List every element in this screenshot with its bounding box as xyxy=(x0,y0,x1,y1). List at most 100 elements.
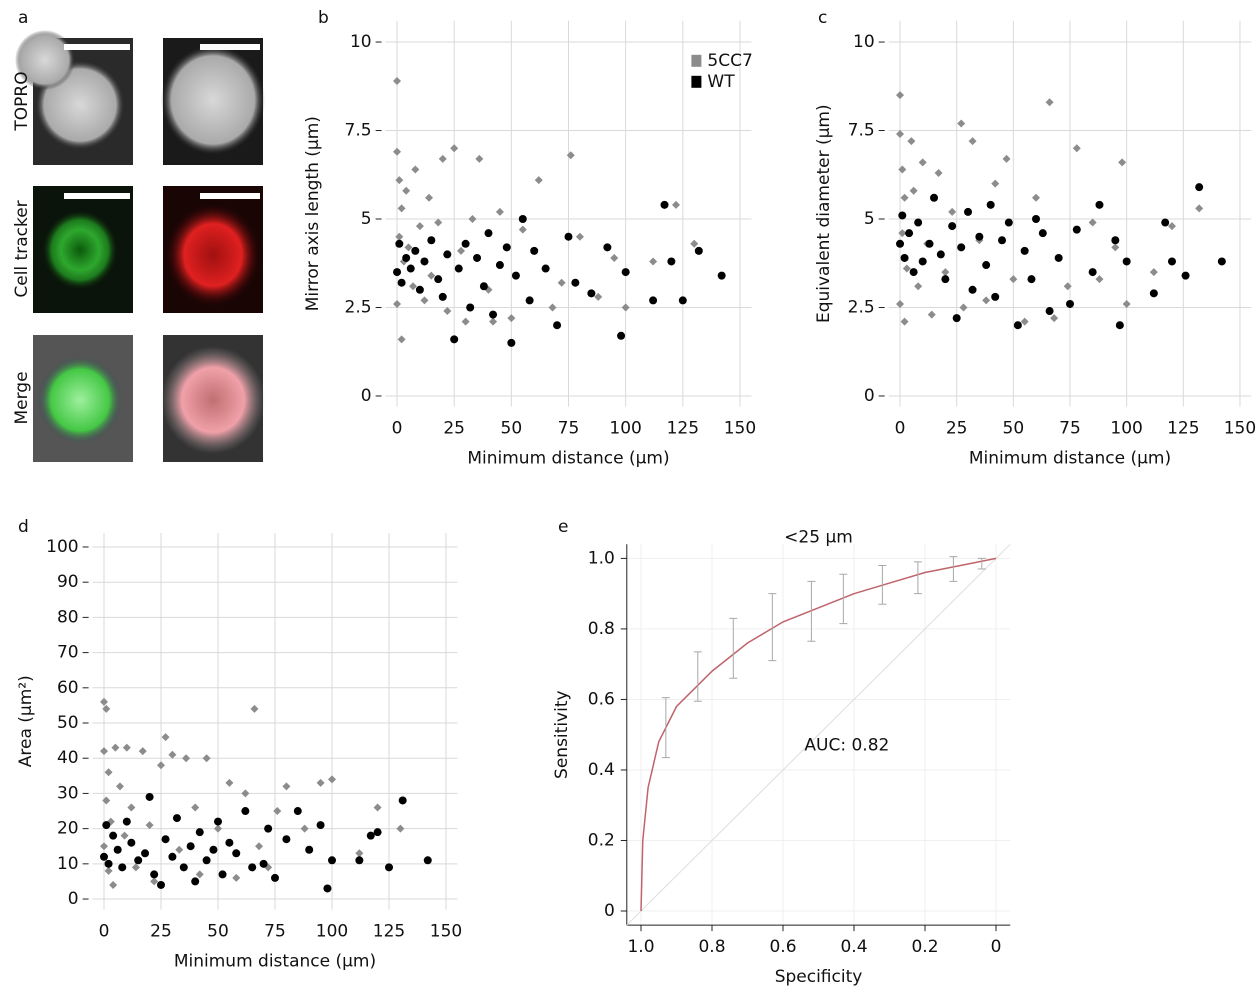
point xyxy=(411,165,420,174)
point xyxy=(366,831,375,840)
point xyxy=(1167,222,1176,231)
point xyxy=(717,271,726,280)
point xyxy=(671,200,680,209)
point xyxy=(120,831,129,840)
error-bar xyxy=(661,697,670,759)
point xyxy=(438,154,447,163)
point xyxy=(409,282,418,291)
x-tick-label: 100 xyxy=(609,419,641,439)
point xyxy=(122,817,131,826)
point xyxy=(473,253,482,262)
point xyxy=(617,331,626,340)
legend-swatch xyxy=(691,75,702,88)
point xyxy=(218,870,227,879)
point xyxy=(385,863,393,872)
point xyxy=(1167,257,1176,266)
point xyxy=(1013,321,1022,330)
y-tick-label: 40 xyxy=(57,748,79,768)
point xyxy=(434,275,443,284)
x-axis-title: Specificity xyxy=(775,967,863,987)
point xyxy=(111,743,120,752)
roc-curve xyxy=(640,557,997,912)
error-bar xyxy=(839,573,848,625)
x-tick-label: 100 xyxy=(316,922,348,942)
point xyxy=(557,278,566,287)
point xyxy=(457,246,466,255)
error-bar xyxy=(913,561,922,595)
x-axis-title: Minimum distance (μm) xyxy=(174,952,376,972)
point xyxy=(1115,321,1124,330)
point xyxy=(936,250,945,259)
point xyxy=(1020,317,1029,326)
x-tick-label: 0 xyxy=(895,419,906,439)
point xyxy=(415,285,424,294)
error-bar xyxy=(878,564,887,605)
point xyxy=(1118,158,1127,167)
point xyxy=(157,761,165,770)
error-bar xyxy=(768,593,777,662)
point xyxy=(109,831,118,840)
point xyxy=(466,303,475,312)
point xyxy=(502,243,511,252)
point xyxy=(541,264,550,273)
chart: e 1.0 0.8 0.6 0.4 0.2 0 0 0.2 0.4 0.6 0.8 1.0 Specifi… xyxy=(552,517,1011,987)
point xyxy=(248,863,257,872)
y-tick-label: 0 xyxy=(604,901,615,921)
y-tick-label: 0 xyxy=(68,889,79,909)
y-tick-label: 10 xyxy=(57,854,79,874)
x-tick-label: 150 xyxy=(1224,419,1256,439)
point xyxy=(1020,246,1029,255)
annotation: AUC: 0.82 xyxy=(804,735,889,755)
point xyxy=(1122,257,1131,266)
x-tick-label: 125 xyxy=(1167,419,1199,439)
point xyxy=(621,268,630,277)
point xyxy=(434,218,443,227)
point xyxy=(621,303,630,312)
point xyxy=(427,236,436,245)
point xyxy=(461,317,470,326)
y-tick-label: 30 xyxy=(57,783,79,803)
y-axis-title: Mirror axis length (μm) xyxy=(303,116,323,311)
point xyxy=(175,845,184,854)
point xyxy=(909,268,918,277)
point xyxy=(328,775,336,784)
point xyxy=(964,207,973,216)
point xyxy=(1038,229,1047,238)
point xyxy=(138,747,147,756)
x-tick-label: 150 xyxy=(724,419,756,439)
point xyxy=(172,814,181,823)
point xyxy=(649,296,658,305)
chart-title: <25 μm xyxy=(784,527,853,547)
row-label: Cell tracker xyxy=(12,200,32,297)
y-tick-label: 2.5 xyxy=(345,297,372,317)
point xyxy=(525,296,534,305)
point xyxy=(518,215,527,224)
point xyxy=(1063,282,1072,291)
point xyxy=(396,824,405,833)
point xyxy=(100,747,108,756)
point xyxy=(450,144,459,153)
point xyxy=(1002,154,1011,163)
point xyxy=(489,310,498,319)
point xyxy=(694,246,703,255)
point xyxy=(271,873,279,882)
y-tick-label: 10 xyxy=(350,32,372,52)
point xyxy=(402,253,411,262)
x-tick-label: 150 xyxy=(430,922,462,942)
point xyxy=(122,743,131,752)
point xyxy=(1149,268,1158,277)
row-label: TOPRO xyxy=(12,71,32,131)
y-tick-label: 70 xyxy=(57,643,79,663)
point xyxy=(259,859,268,868)
point xyxy=(1045,307,1054,316)
point xyxy=(898,211,907,220)
point xyxy=(957,119,966,128)
point xyxy=(168,852,177,861)
point xyxy=(1181,271,1190,280)
point xyxy=(678,296,687,305)
point xyxy=(948,222,957,231)
point xyxy=(202,856,211,865)
point xyxy=(1122,299,1131,308)
point xyxy=(475,154,484,163)
point xyxy=(202,754,211,763)
